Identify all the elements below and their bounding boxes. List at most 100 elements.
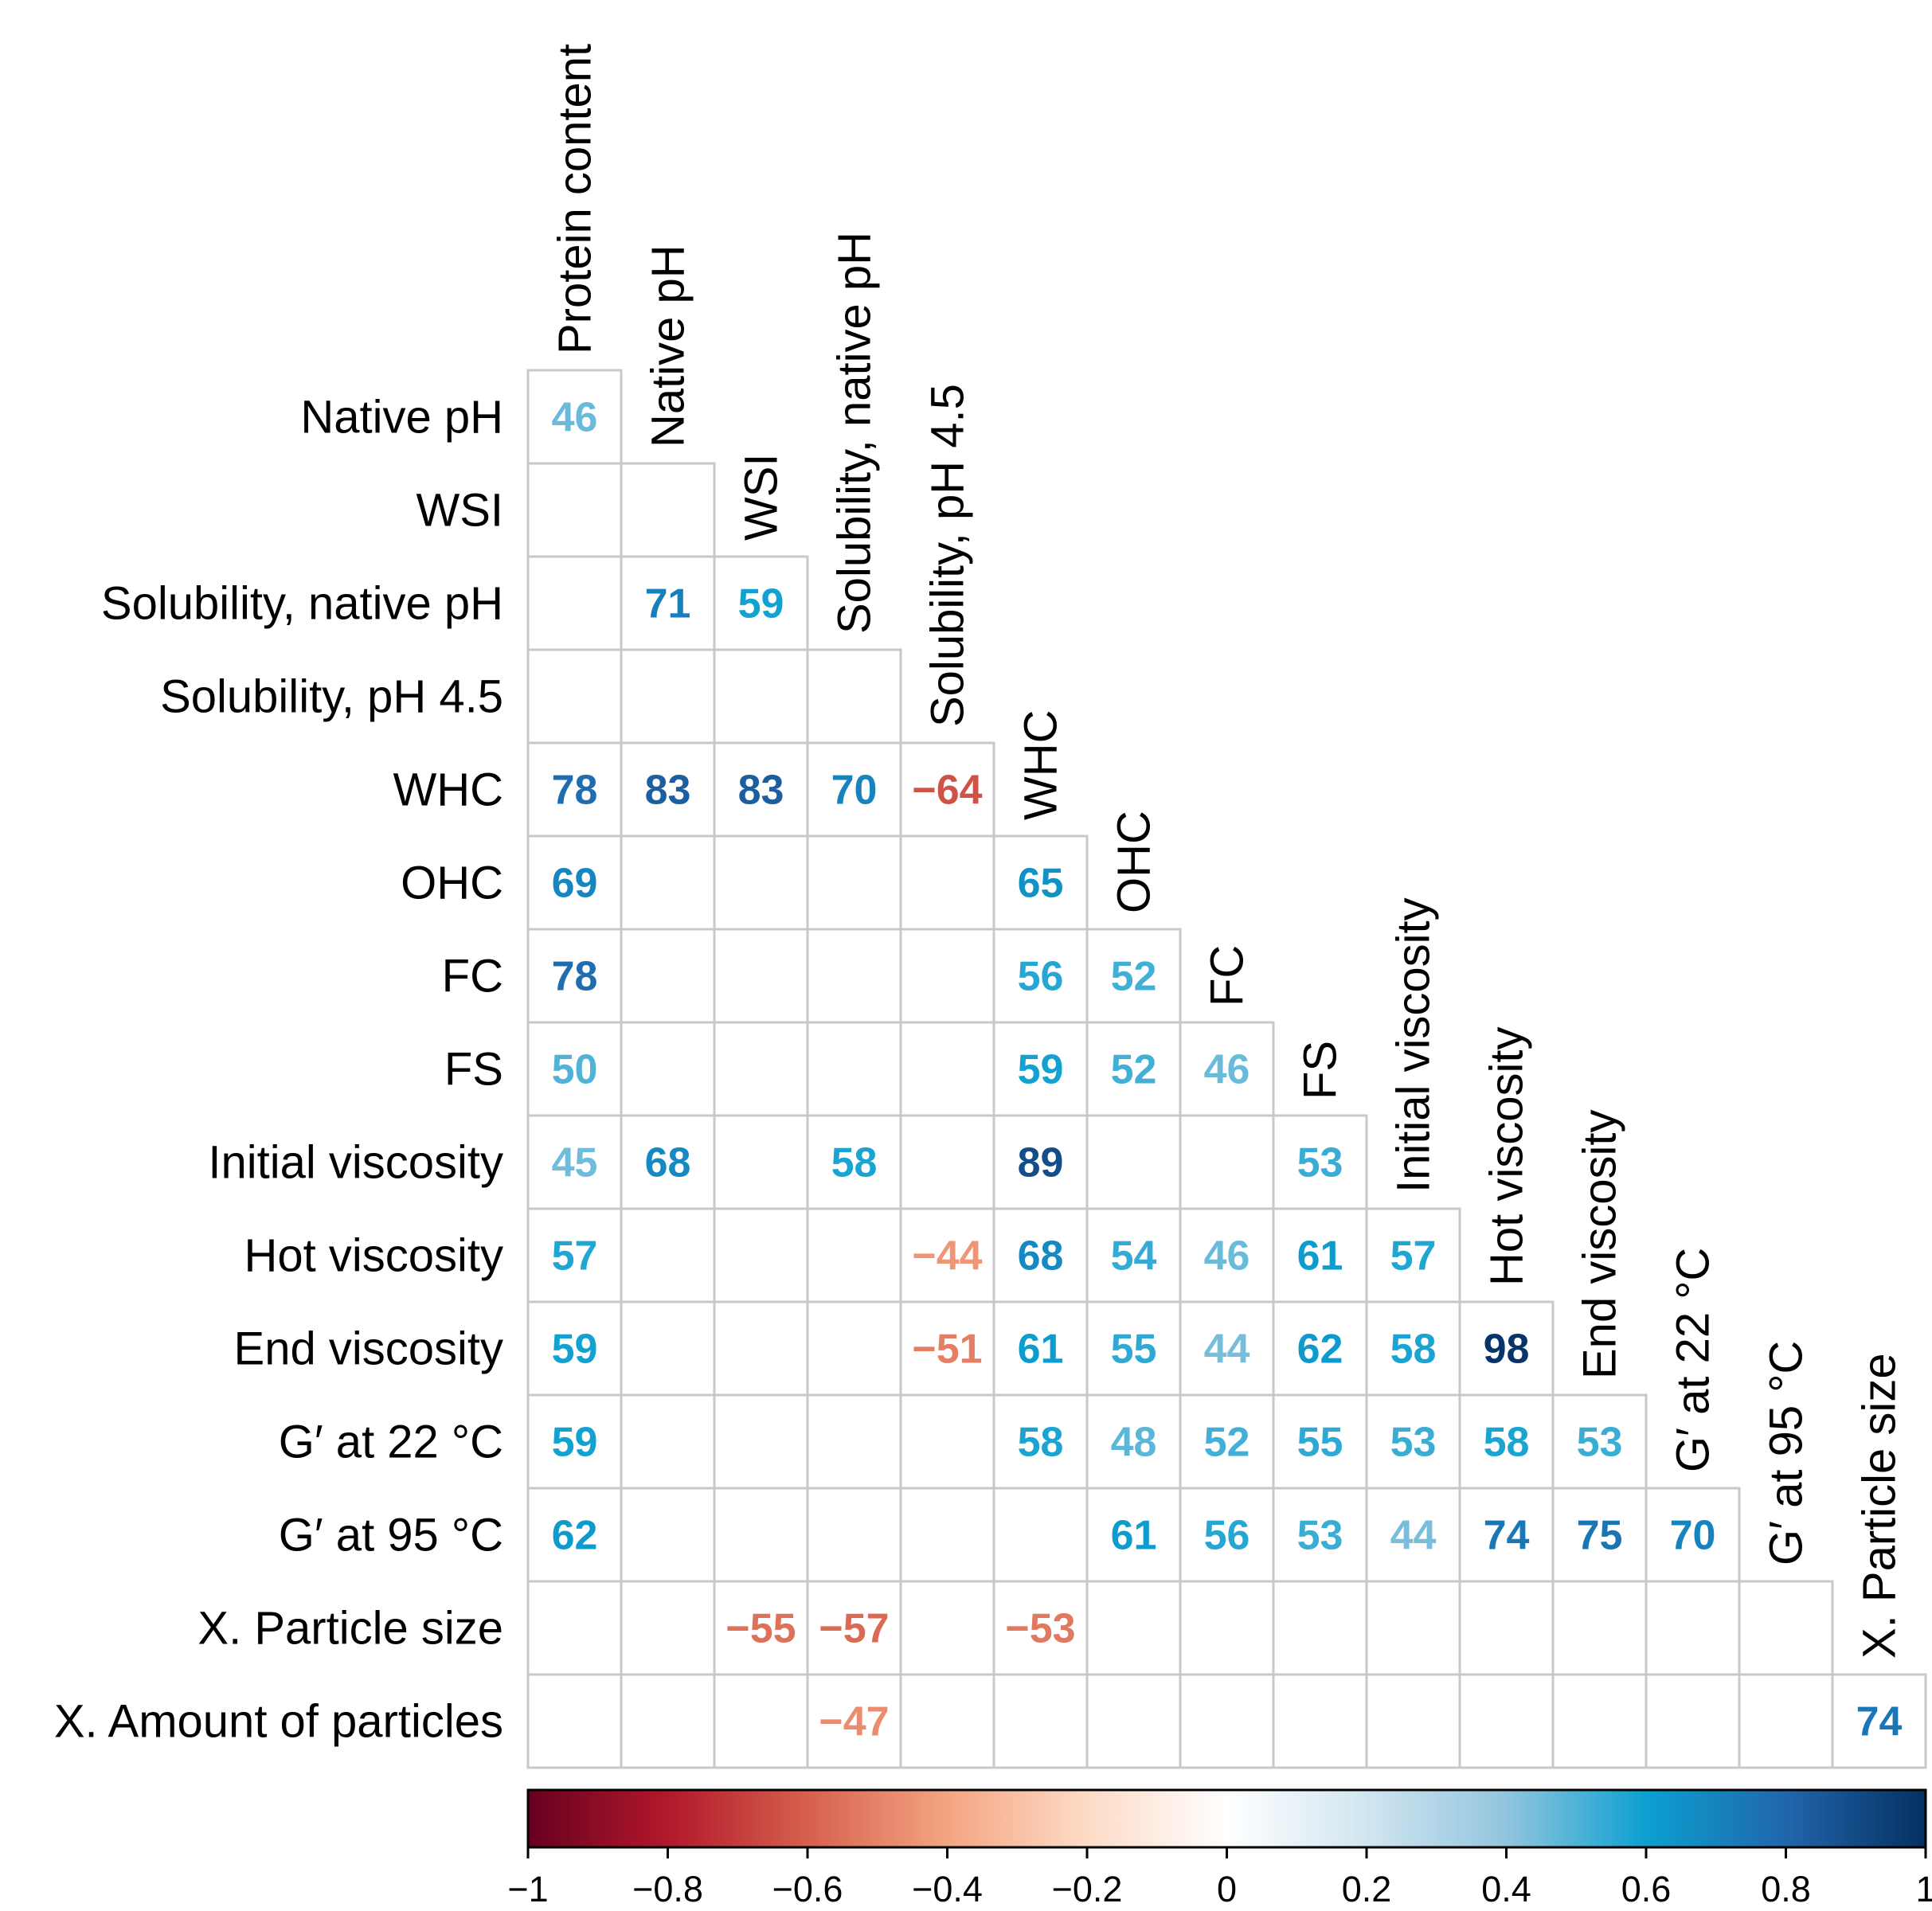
grid-cell [806, 1021, 902, 1117]
grid-cell [1179, 1114, 1275, 1210]
grid-cell [526, 462, 623, 558]
row-label-initial-viscosity: Initial viscosity [208, 1137, 503, 1189]
correlation-value: 61 [1111, 1513, 1157, 1559]
grid-cell [899, 834, 995, 931]
grid-cell [713, 1300, 809, 1397]
correlation-value: 59 [552, 1327, 598, 1373]
column-label-g-at-22-c: G′ at 22 °C [1668, 1248, 1719, 1472]
column-label-g-at-95-c: G′ at 95 °C [1761, 1341, 1813, 1565]
grid-cell [899, 1021, 995, 1117]
column-label-solubility-native-ph: Solubility, native pH [829, 232, 881, 634]
grid-cell [1458, 1673, 1555, 1769]
grid-cell [1085, 1580, 1182, 1676]
grid-cell [899, 1393, 995, 1490]
correlation-value: 53 [1577, 1420, 1623, 1466]
correlation-value: 78 [552, 768, 598, 814]
column-labels: Protein content Native pH WSI Solubility, n… [549, 44, 1906, 1659]
colorbar-tick-label: −0.8 [632, 1869, 703, 1909]
correlation-value: 62 [552, 1513, 598, 1559]
column-label-wsi: WSI [736, 453, 788, 541]
grid-cell [806, 1300, 902, 1397]
colorbar-tick-label: 0.8 [1761, 1869, 1811, 1909]
correlation-value: 46 [1204, 1233, 1250, 1280]
correlation-value: 52 [1111, 1047, 1157, 1093]
grid-cell [620, 1021, 716, 1117]
grid-cell [806, 1207, 902, 1303]
correlation-value: 70 [1670, 1513, 1716, 1559]
correlation-value: 44 [1204, 1327, 1250, 1373]
correlation-value: 52 [1111, 954, 1157, 1000]
correlation-value: 55 [1297, 1420, 1343, 1466]
grid-cell [1365, 1580, 1461, 1676]
row-label-end-viscosity: End viscosity [234, 1323, 503, 1375]
correlation-value: 59 [1018, 1047, 1064, 1093]
grid-cell [526, 648, 623, 744]
column-label-whc: WHC [1015, 709, 1067, 820]
row-label-solubility-native-ph: Solubility, native pH [101, 578, 503, 630]
grid-cell [806, 834, 902, 931]
grid-cell [620, 1673, 716, 1769]
grid-cell [713, 1207, 809, 1303]
grid-cell [1179, 1673, 1275, 1769]
row-label-whc: WHC [393, 764, 503, 816]
grid-cell [1738, 1673, 1834, 1769]
grid-cell [620, 1300, 716, 1397]
grid-cell [806, 648, 902, 744]
grid-cell [713, 928, 809, 1024]
grid-cell [1272, 1673, 1368, 1769]
column-label-fc: FC [1202, 945, 1253, 1006]
grid-cell [899, 928, 995, 1024]
colorbar-tick-label: −0.2 [1052, 1869, 1123, 1909]
colorbar-tick-label: −1 [507, 1869, 548, 1909]
grid-cell [899, 1114, 995, 1210]
colorbar-tick-label: −0.6 [772, 1869, 843, 1909]
grid-cell [1085, 1673, 1182, 1769]
correlation-value: 56 [1204, 1513, 1250, 1559]
grid-cell [1272, 1580, 1368, 1676]
correlation-value: 44 [1390, 1513, 1437, 1559]
grid-cell [713, 648, 809, 744]
colorbar-tick-label: 0.6 [1621, 1869, 1672, 1909]
row-label-wsi: WSI [416, 485, 503, 537]
correlation-value: 70 [831, 768, 878, 814]
row-label-g-at-95-c: G′ at 95 °C [279, 1510, 503, 1561]
correlation-value: 53 [1297, 1140, 1343, 1186]
grid-cell [1645, 1580, 1741, 1676]
correlation-value: 57 [1390, 1233, 1437, 1280]
correlation-value: 98 [1484, 1327, 1530, 1373]
grid-cell [526, 555, 623, 651]
correlation-value: 58 [1484, 1420, 1530, 1466]
correlation-value: 59 [552, 1420, 598, 1466]
grid-cell [620, 1393, 716, 1490]
colorbar-tick-label: 0 [1217, 1869, 1237, 1909]
grid-cell [1831, 1673, 1927, 1769]
grid-cell [620, 648, 716, 744]
grid-cell [899, 1580, 995, 1676]
correlation-value: 71 [645, 581, 691, 627]
row-label-x-particle-size: X. Particle size [198, 1603, 503, 1655]
row-labels: Native pH WSI Solubility, native pH Solubil… [54, 392, 503, 1748]
grid-cell [1458, 1580, 1555, 1676]
grid-cell [713, 1673, 809, 1769]
grid-cell [806, 1393, 902, 1490]
grid-cell [620, 1487, 716, 1583]
correlation-value: 65 [1018, 861, 1064, 907]
grid-cell [620, 928, 716, 1024]
grid-cell [1179, 1580, 1275, 1676]
grid-cell [992, 1673, 1089, 1769]
grid-lines [526, 369, 1927, 1769]
grid-cell [899, 1487, 995, 1583]
row-label-fc: FC [442, 951, 503, 1002]
correlation-value: −51 [912, 1327, 982, 1373]
row-label-g-at-22-c: G′ at 22 °C [279, 1417, 503, 1468]
correlation-value: 74 [1856, 1699, 1903, 1745]
grid-cell [806, 928, 902, 1024]
correlation-value: 59 [738, 581, 784, 627]
grid-cell [1085, 1114, 1182, 1210]
grid-cell [526, 1580, 623, 1676]
grid-cell [713, 1114, 809, 1210]
correlation-value: 62 [1297, 1327, 1343, 1373]
colorbar-tick-label: −0.4 [912, 1869, 983, 1909]
column-label-initial-viscosity: Initial viscosity [1388, 897, 1440, 1193]
